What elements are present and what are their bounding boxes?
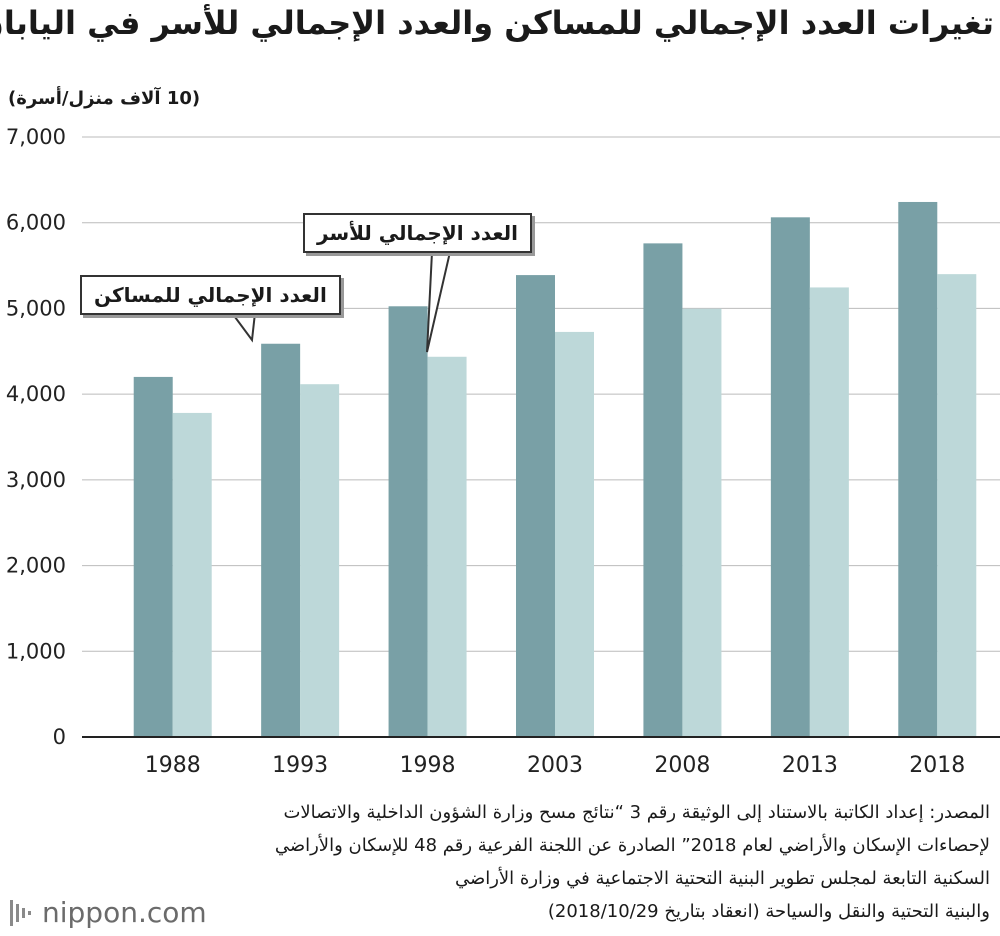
bar-chart: 0 1,000 2,000 3,000 4,000 5,000 6,000 7,000 1988… xyxy=(6,125,1000,778)
y-unit-label: (10 آلاف منزل/أسرة) xyxy=(8,88,201,109)
callout-dwellings: العدد الإجمالي للمساكن xyxy=(80,275,341,315)
x-tick-label: 1993 xyxy=(272,753,328,778)
logo-text: nippon.com xyxy=(42,896,207,929)
logo-mark-icon xyxy=(10,899,31,926)
callout-households-pointer xyxy=(426,251,452,353)
x-tick-label: 1998 xyxy=(400,753,456,778)
y-tick-label: 2,000 xyxy=(6,554,66,578)
chart-title: تغيرات العدد الإجمالي للمساكن والعدد الإ… xyxy=(0,4,994,42)
bar-households xyxy=(300,384,340,737)
source-line: السكنية التابعة لمجلس تطوير البنية التحت… xyxy=(454,868,990,889)
bar-households xyxy=(937,274,977,737)
source-line: المصدر: إعداد الكاتبة بالاستناد إلى الوث… xyxy=(283,802,990,823)
bar-dwellings xyxy=(770,217,810,738)
x-tick-label: 1988 xyxy=(145,753,201,778)
callout-households: العدد الإجمالي للأسر xyxy=(303,213,533,253)
y-tick-label: 3,000 xyxy=(6,468,66,492)
bar-dwellings xyxy=(898,201,938,737)
source-line: والبنية التحتية والنقل والسياحة (انعقاد … xyxy=(547,901,990,922)
source-line: لإحصاءات الإسكان والأراضي لعام 2018” الص… xyxy=(274,835,990,856)
bar-dwellings xyxy=(133,376,173,737)
bar-dwellings xyxy=(516,275,555,737)
y-tick-label: 5,000 xyxy=(6,296,66,320)
y-tick-label: 4,000 xyxy=(6,382,66,406)
y-tick-label: 1,000 xyxy=(6,639,66,663)
bar-households xyxy=(427,356,467,737)
x-tick-label: 2018 xyxy=(909,753,965,778)
x-tick-label: 2013 xyxy=(782,753,838,778)
source-note: المصدر: إعداد الكاتبة بالاستناد إلى الوث… xyxy=(250,796,990,928)
y-tick-label: 6,000 xyxy=(6,211,66,235)
bar-dwellings xyxy=(388,306,428,737)
y-tick-label: 7,000 xyxy=(6,125,66,149)
bar-dwellings xyxy=(643,243,683,737)
bar-households xyxy=(555,331,594,737)
callout-dwellings-pointer xyxy=(230,312,257,343)
bar-households xyxy=(172,412,212,737)
x-tick-label: 2003 xyxy=(527,753,583,778)
y-tick-label: 0 xyxy=(53,725,66,749)
x-tick-label: 2008 xyxy=(654,753,710,778)
bar-households xyxy=(682,308,722,737)
bar-dwellings xyxy=(261,343,301,737)
bar-households xyxy=(809,287,849,737)
nippon-logo: nippon.com xyxy=(8,896,207,929)
